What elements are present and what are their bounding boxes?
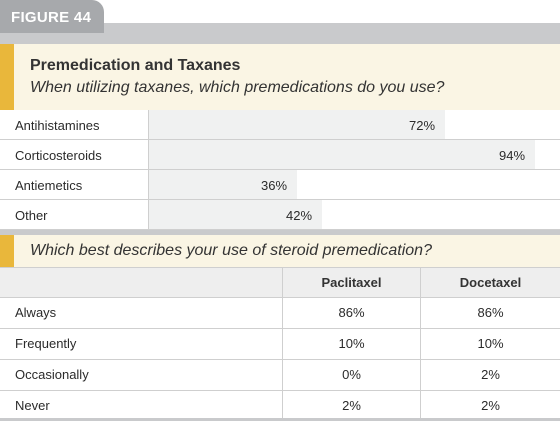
table-column-header: Paclitaxel [283, 268, 421, 297]
table-column-header: Docetaxel [459, 275, 522, 290]
bar [149, 110, 445, 139]
bar-row: Corticosteroids 94% [0, 140, 560, 170]
table-cell: 10% [477, 336, 504, 351]
premedication-bar-chart: Antihistamines 72% Corticosteroids 94% Antie… [0, 110, 560, 230]
table-cell: 0% [283, 360, 421, 390]
table-row: Never 2% 2% [0, 391, 560, 421]
header-band [0, 23, 560, 44]
table-cell: 86% [477, 305, 504, 320]
table-cell: 10% [283, 329, 421, 359]
question-panel [0, 235, 560, 267]
bottom-border [0, 418, 560, 421]
bar [149, 170, 297, 199]
section-separator [0, 230, 560, 235]
chart-question: When utilizing taxanes, which premedicat… [30, 79, 445, 96]
bar-value-label: 94% [499, 148, 526, 163]
table-question: Which best describes your use of steroid… [30, 242, 432, 259]
bar-value-label: 72% [409, 118, 436, 133]
bar-divider [148, 200, 149, 230]
bar-row: Antihistamines 72% [0, 110, 560, 140]
table-column-header [0, 268, 283, 297]
bar-row: Antiemetics 36% [0, 170, 560, 200]
question-accent-bar [0, 235, 14, 267]
bar-category-label: Other [15, 208, 48, 223]
table-cell: 86% [283, 298, 421, 328]
bar-category-label: Antiemetics [15, 178, 83, 193]
bar-divider [148, 140, 149, 170]
table-row: Occasionally 0% 2% [0, 360, 560, 391]
table-header-row: Paclitaxel Docetaxel [0, 267, 560, 298]
figure-label: FIGURE 44 [11, 9, 92, 26]
steroid-premedication-table: Paclitaxel Docetaxel Always 86% 86% Frequentl… [0, 267, 560, 421]
table-row-label: Always [0, 298, 283, 328]
chart-title: Premedication and Taxanes [30, 57, 241, 74]
bar-category-label: Corticosteroids [15, 148, 102, 163]
table-row-label: Never [0, 391, 283, 421]
table-cell: 2% [481, 398, 500, 413]
bar-value-label: 36% [261, 178, 288, 193]
bar-category-label: Antihistamines [15, 118, 100, 133]
table-row-label: Occasionally [0, 360, 283, 390]
title-accent-bar [0, 44, 14, 110]
bar [149, 140, 535, 169]
table-cell: 2% [283, 391, 421, 421]
table-row: Frequently 10% 10% [0, 329, 560, 360]
table-row-label: Frequently [0, 329, 283, 359]
bar-divider [148, 170, 149, 200]
bar-row: Other 42% [0, 200, 560, 230]
title-panel [0, 44, 560, 110]
figure-tab: FIGURE 44 [0, 0, 104, 33]
bar-value-label: 42% [286, 208, 313, 223]
bar [149, 200, 322, 229]
table-cell: 2% [481, 367, 500, 382]
table-row: Always 86% 86% [0, 298, 560, 329]
bar-divider [148, 110, 149, 140]
